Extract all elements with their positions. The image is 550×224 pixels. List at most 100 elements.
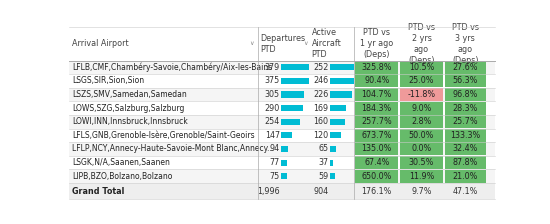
Text: LFLB,CMF,Chambéry-Savoie,Chambéry/Aix-les-Bains: LFLB,CMF,Chambéry-Savoie,Chambéry/Aix-le… [72,62,272,72]
Text: LSZS,SMV,Samedan,Samedan: LSZS,SMV,Samedan,Samedan [72,90,187,99]
Bar [445,102,486,115]
Bar [281,119,300,125]
Text: 67.4%: 67.4% [364,158,389,167]
Text: LSGS,SIR,Sion,Sion: LSGS,SIR,Sion,Sion [72,76,144,85]
Text: 246: 246 [314,76,328,85]
Bar [445,129,486,142]
Text: 290: 290 [265,104,280,113]
Bar [329,91,352,98]
Text: 252: 252 [313,63,328,72]
Bar [281,173,287,179]
Bar [281,64,309,70]
Text: 650.0%: 650.0% [361,172,392,181]
Text: PTD vs
2 yrs
ago
(Deps): PTD vs 2 yrs ago (Deps) [408,23,435,65]
Text: PTD vs
1 yr ago
(Deps): PTD vs 1 yr ago (Deps) [360,28,393,59]
Bar [355,102,398,115]
Bar [69,115,495,129]
Text: LSGK,N/A,Saanen,Saanen: LSGK,N/A,Saanen,Saanen [72,158,170,167]
Bar [281,159,287,166]
Bar [445,115,486,128]
Bar [281,78,309,84]
Bar [400,115,443,128]
Bar [400,142,443,155]
Text: 673.7%: 673.7% [361,131,392,140]
Text: Grand Total: Grand Total [72,187,124,196]
Bar [355,74,398,87]
Bar [445,156,486,169]
Bar [445,88,486,101]
Text: 226: 226 [313,90,328,99]
Bar [355,115,398,128]
Text: 59: 59 [318,172,328,181]
Text: 32.4%: 32.4% [453,144,478,153]
Text: 96.8%: 96.8% [453,90,478,99]
Bar [69,60,495,74]
Text: 28.3%: 28.3% [453,104,478,113]
Text: 379: 379 [265,63,280,72]
Text: 9.0%: 9.0% [411,104,432,113]
Bar [355,88,398,101]
Text: 50.0%: 50.0% [409,131,434,140]
Text: -11.8%: -11.8% [408,90,436,99]
Bar [355,170,398,183]
Bar [445,142,486,155]
Text: 133.3%: 133.3% [450,131,480,140]
Text: LFLP,NCY,Annecy-Haute-Savoie-Mont Blanc,Annecy...: LFLP,NCY,Annecy-Haute-Savoie-Mont Blanc,… [72,144,274,153]
Bar [445,170,486,183]
Bar [355,61,398,74]
Text: 75: 75 [270,172,280,181]
Text: ∨: ∨ [250,41,254,46]
Text: 176.1%: 176.1% [361,187,392,196]
Text: 94: 94 [270,144,280,153]
Bar [445,74,486,87]
Text: 65: 65 [318,144,328,153]
Bar [281,105,303,111]
Text: 47.1%: 47.1% [453,187,478,196]
Bar [69,27,495,60]
Bar [329,173,336,179]
Bar [355,156,398,169]
Text: 135.0%: 135.0% [361,144,392,153]
Text: 37: 37 [318,158,328,167]
Bar [329,159,333,166]
Text: LIPB,BZO,Bolzano,Bolzano: LIPB,BZO,Bolzano,Bolzano [72,172,173,181]
Bar [329,78,354,84]
Bar [355,129,398,142]
Bar [69,156,495,169]
Text: 90.4%: 90.4% [364,76,389,85]
Text: LOWS,SZG,Salzburg,Salzburg: LOWS,SZG,Salzburg,Salzburg [72,104,185,113]
Text: 11.9%: 11.9% [409,172,434,181]
Bar [400,156,443,169]
Text: 21.0%: 21.0% [453,172,478,181]
Text: 325.8%: 325.8% [361,63,392,72]
Bar [69,183,495,199]
Bar [329,119,345,125]
Bar [281,132,292,138]
Text: 25.0%: 25.0% [409,76,434,85]
Text: 120: 120 [314,131,328,140]
Bar [69,74,495,88]
Text: 2.8%: 2.8% [411,117,432,126]
Text: 0.0%: 0.0% [411,144,432,153]
Text: 305: 305 [265,90,280,99]
Bar [281,146,288,152]
Bar [281,91,304,98]
Text: 56.3%: 56.3% [453,76,478,85]
Text: LOWI,INN,Innsbruck,Innsbruck: LOWI,INN,Innsbruck,Innsbruck [72,117,188,126]
Text: LFLS,GNB,Grenoble-Isère,Grenoble/Saint-Geoirs: LFLS,GNB,Grenoble-Isère,Grenoble/Saint-G… [72,131,255,140]
Bar [445,61,486,74]
Bar [69,129,495,142]
Text: 87.8%: 87.8% [453,158,478,167]
Text: Departures
PTD: Departures PTD [261,34,306,54]
Bar [400,170,443,183]
Bar [69,142,495,156]
Bar [400,61,443,74]
Text: 77: 77 [270,158,280,167]
Text: 27.6%: 27.6% [453,63,478,72]
Text: 160: 160 [314,117,328,126]
Text: 25.7%: 25.7% [452,117,478,126]
Text: PTD vs
3 yrs
ago
(Deps): PTD vs 3 yrs ago (Deps) [452,23,478,65]
Bar [69,101,495,115]
Text: 904: 904 [314,187,328,196]
Text: 254: 254 [265,117,280,126]
